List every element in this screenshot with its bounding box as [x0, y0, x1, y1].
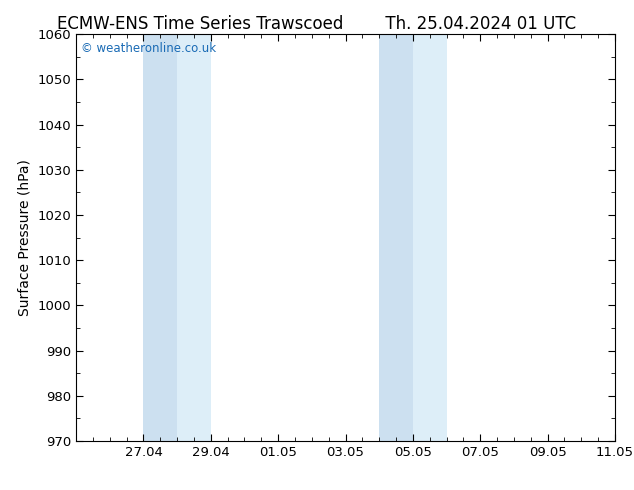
Text: © weatheronline.co.uk: © weatheronline.co.uk [81, 43, 217, 55]
Bar [177, 34, 210, 441]
Y-axis label: Surface Pressure (hPa): Surface Pressure (hPa) [18, 159, 32, 316]
Bar [413, 34, 446, 441]
Text: ECMW-ENS Time Series Trawscoed        Th. 25.04.2024 01 UTC: ECMW-ENS Time Series Trawscoed Th. 25.04… [58, 15, 576, 33]
Bar [143, 34, 177, 441]
Bar [379, 34, 413, 441]
